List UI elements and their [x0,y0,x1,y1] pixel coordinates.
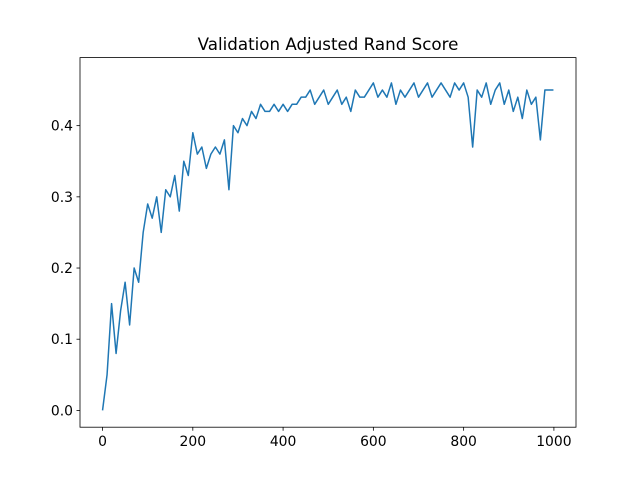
x-tick-label: 400 [270,434,297,450]
y-tick-label: 0.4 [51,119,73,135]
x-tick-label: 200 [180,434,207,450]
plot-frame [79,57,577,428]
data-line [101,82,554,411]
x-tick-label: 0 [98,434,107,450]
y-tick-label: 0.1 [51,332,73,348]
x-tick-label: 1000 [536,434,571,450]
x-tick-label: 800 [450,434,477,450]
y-tick-label: 0.3 [51,190,73,206]
x-tick-label: 600 [360,434,387,450]
y-tick-label: 0.0 [51,403,73,419]
y-tick-label: 0.2 [51,261,73,277]
chart-title: Validation Adjusted Rand Score [198,34,459,54]
